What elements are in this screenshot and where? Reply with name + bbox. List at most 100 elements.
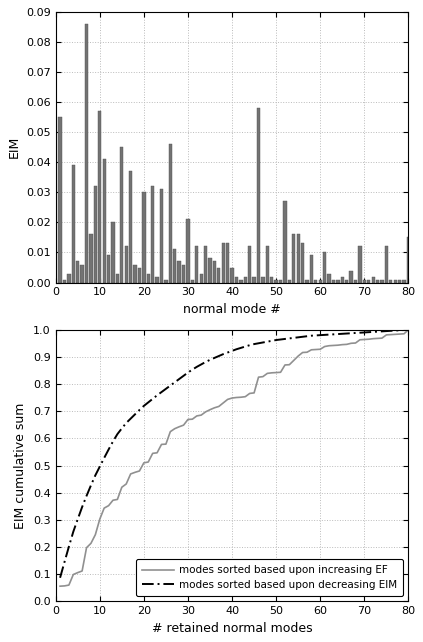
Bar bbox=[151, 186, 154, 282]
Bar bbox=[76, 261, 80, 282]
Bar bbox=[102, 159, 106, 282]
modes sorted based upon decreasing EIM bbox=[58, 574, 63, 582]
Bar bbox=[94, 186, 97, 282]
modes sorted based upon decreasing EIM bbox=[296, 333, 301, 341]
Bar bbox=[195, 247, 198, 282]
Bar bbox=[367, 279, 371, 282]
Bar bbox=[279, 279, 282, 282]
Bar bbox=[182, 265, 185, 282]
Bar bbox=[222, 243, 225, 282]
Bar bbox=[116, 273, 119, 282]
Bar bbox=[310, 256, 313, 282]
Bar bbox=[323, 252, 326, 282]
Bar bbox=[226, 243, 229, 282]
Bar bbox=[67, 273, 71, 282]
Bar bbox=[129, 171, 132, 282]
Bar bbox=[297, 234, 300, 282]
modes sorted based upon increasing EF bbox=[296, 352, 301, 360]
Bar bbox=[389, 279, 393, 282]
modes sorted based upon decreasing EIM bbox=[212, 354, 217, 362]
Bar bbox=[58, 117, 62, 282]
Line: modes sorted based upon decreasing EIM: modes sorted based upon decreasing EIM bbox=[60, 330, 409, 578]
Legend: modes sorted based upon increasing EF, modes sorted based upon decreasing EIM: modes sorted based upon increasing EF, m… bbox=[136, 559, 403, 596]
Bar bbox=[341, 277, 344, 282]
modes sorted based upon increasing EF bbox=[58, 582, 63, 590]
Bar bbox=[354, 279, 357, 282]
modes sorted based upon decreasing EIM bbox=[269, 337, 274, 345]
Bar bbox=[345, 279, 349, 282]
Bar bbox=[402, 279, 406, 282]
Y-axis label: EIM: EIM bbox=[8, 136, 20, 158]
Bar bbox=[186, 220, 190, 282]
Bar bbox=[111, 222, 115, 282]
Bar bbox=[358, 247, 362, 282]
modes sorted based upon increasing EF bbox=[283, 361, 288, 369]
Bar bbox=[71, 165, 75, 282]
Bar bbox=[257, 108, 260, 282]
Bar bbox=[398, 279, 401, 282]
Bar bbox=[371, 277, 375, 282]
modes sorted based upon increasing EF bbox=[366, 335, 371, 343]
modes sorted based upon decreasing EIM bbox=[283, 335, 288, 343]
Bar bbox=[191, 279, 194, 282]
modes sorted based upon decreasing EIM bbox=[406, 326, 411, 334]
Bar bbox=[80, 265, 84, 282]
modes sorted based upon increasing EF bbox=[212, 404, 217, 412]
Bar bbox=[275, 279, 278, 282]
Bar bbox=[393, 279, 397, 282]
X-axis label: normal mode #: normal mode # bbox=[183, 303, 281, 316]
modes sorted based upon decreasing EIM bbox=[366, 328, 371, 336]
Bar bbox=[133, 265, 137, 282]
Bar bbox=[305, 279, 309, 282]
Bar bbox=[142, 192, 146, 282]
Bar bbox=[85, 24, 88, 282]
Bar bbox=[332, 279, 335, 282]
Bar bbox=[266, 247, 269, 282]
Bar bbox=[261, 277, 264, 282]
Bar bbox=[164, 279, 168, 282]
Bar bbox=[380, 279, 384, 282]
Bar bbox=[244, 277, 247, 282]
Bar bbox=[200, 273, 203, 282]
Bar bbox=[376, 279, 379, 282]
Bar bbox=[283, 201, 287, 282]
modes sorted based upon increasing EF bbox=[406, 326, 411, 334]
Bar bbox=[147, 273, 150, 282]
Bar bbox=[155, 277, 159, 282]
modes sorted based upon decreasing EIM bbox=[265, 338, 270, 345]
Bar bbox=[270, 277, 273, 282]
Bar bbox=[349, 270, 353, 282]
Bar bbox=[292, 234, 295, 282]
Bar bbox=[385, 247, 388, 282]
Bar bbox=[217, 268, 220, 282]
Bar bbox=[98, 111, 102, 282]
Bar bbox=[124, 247, 128, 282]
Bar bbox=[319, 279, 322, 282]
Bar bbox=[209, 259, 212, 282]
Bar bbox=[178, 261, 181, 282]
Bar bbox=[301, 243, 304, 282]
Y-axis label: EIM cumulative sum: EIM cumulative sum bbox=[14, 403, 27, 529]
Bar bbox=[107, 256, 110, 282]
Bar bbox=[231, 268, 233, 282]
Bar bbox=[204, 247, 207, 282]
Bar bbox=[213, 261, 216, 282]
Bar bbox=[314, 279, 318, 282]
Bar bbox=[89, 234, 93, 282]
modes sorted based upon increasing EF bbox=[265, 370, 270, 377]
Bar bbox=[248, 247, 251, 282]
Bar bbox=[160, 189, 163, 282]
Bar bbox=[169, 144, 172, 282]
Bar bbox=[327, 273, 331, 282]
Bar bbox=[63, 279, 66, 282]
modes sorted based upon increasing EF bbox=[269, 369, 274, 377]
Bar bbox=[407, 238, 410, 282]
Bar bbox=[253, 277, 256, 282]
Bar bbox=[336, 279, 340, 282]
X-axis label: # retained normal modes: # retained normal modes bbox=[152, 621, 312, 634]
Bar bbox=[288, 279, 291, 282]
Bar bbox=[239, 279, 242, 282]
Line: modes sorted based upon increasing EF: modes sorted based upon increasing EF bbox=[60, 330, 409, 586]
Bar bbox=[173, 250, 176, 282]
Bar bbox=[235, 277, 238, 282]
